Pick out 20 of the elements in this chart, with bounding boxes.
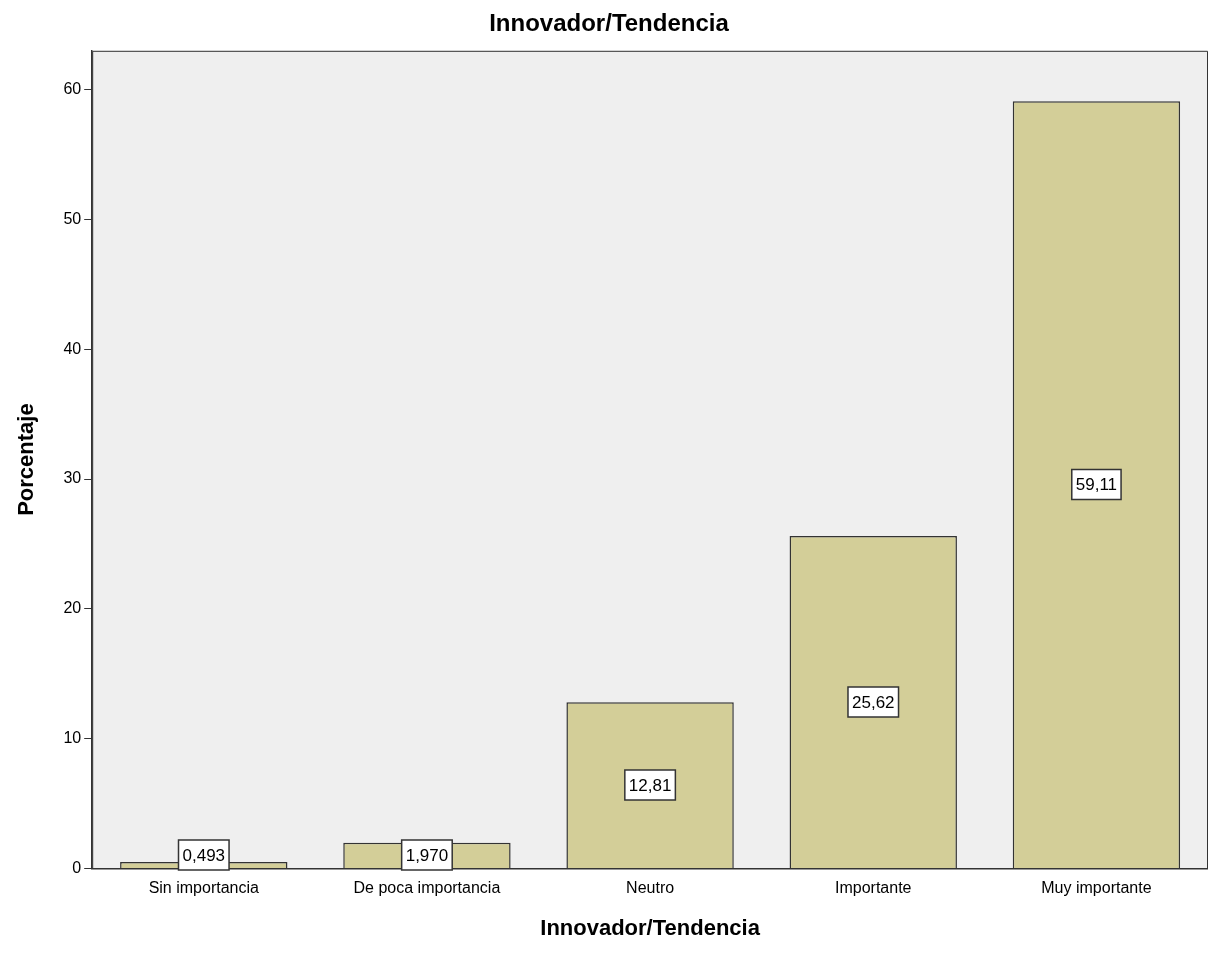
x-tick-label: Neutro (626, 879, 675, 897)
x-tick-label: De poca importancia (353, 879, 501, 897)
x-tick-label: Muy importante (1041, 879, 1152, 897)
x-axis-title: Innovador/Tendencia (540, 914, 761, 940)
x-tick-label: Importante (835, 879, 912, 897)
data-label: 1,970 (405, 845, 449, 865)
y-tick-label: 60 (63, 80, 82, 98)
data-label: 12,81 (628, 775, 672, 795)
y-axis-title: Porcentaje (13, 403, 39, 516)
y-tick-label: 20 (63, 599, 82, 617)
data-label: 25,62 (851, 692, 895, 712)
data-label: 0,493 (182, 845, 226, 865)
data-label: 59,11 (1075, 475, 1118, 495)
chart-title: Innovador/Tendencia (489, 9, 730, 37)
y-tick-label: 10 (63, 729, 82, 747)
x-tick-label: Sin importancia (148, 879, 260, 897)
y-tick-label: 40 (63, 339, 82, 357)
y-tick-label: 30 (63, 469, 82, 487)
y-tick-label: 50 (63, 209, 82, 227)
y-tick-label: 0 (72, 858, 82, 876)
